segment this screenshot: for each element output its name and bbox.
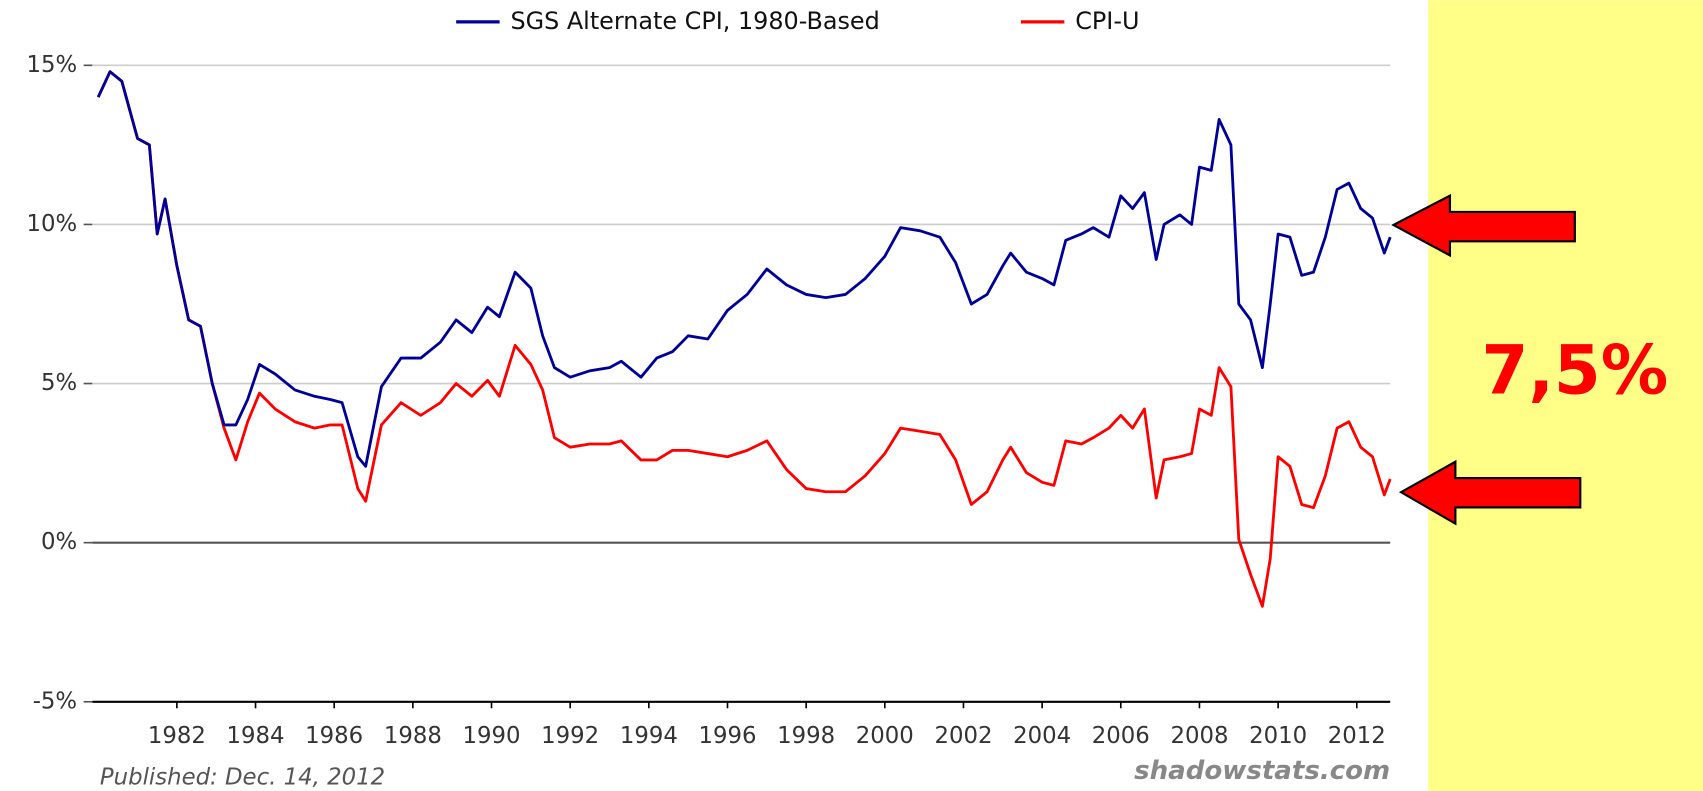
arrow	[1398, 459, 1582, 526]
highlight-panel	[1428, 0, 1703, 791]
x-tick-label: 1994	[620, 723, 678, 749]
y-tick-label: 0%	[41, 529, 77, 555]
y-tick-label: 5%	[41, 370, 77, 396]
legend-label: SGS Alternate CPI, 1980-Based	[510, 7, 879, 35]
x-tick-label: 2000	[856, 723, 914, 749]
series-line	[96, 70, 1392, 608]
grid: -5% 0% 5% 10% 15% 1982 1984 1986 1988 1990 1992 199…	[26, 52, 1391, 749]
published-note: Published: Dec. 14, 2012	[100, 764, 385, 790]
x-tick-label: 1990	[463, 723, 521, 749]
legend-label: CPI-U	[1075, 7, 1139, 35]
x-tick-label: 2008	[1170, 723, 1228, 749]
arrow	[1391, 193, 1576, 258]
lines	[96, 70, 1392, 608]
x-tick-label: 2006	[1092, 723, 1150, 749]
annotation: 7,5%	[1481, 331, 1668, 409]
y-tick-label: -5%	[33, 688, 77, 714]
x-tick-label: 1988	[384, 723, 442, 749]
x-tick-label: 2010	[1249, 723, 1307, 749]
x-tick-label: 1982	[148, 723, 206, 749]
x-tick-label: 2004	[1013, 723, 1071, 749]
y-tick-label: 15%	[26, 52, 77, 78]
series-line	[96, 70, 1392, 468]
x-tick-label: 1984	[227, 723, 285, 749]
x-tick-label: 1992	[541, 723, 599, 749]
y-tick-label: 10%	[26, 211, 77, 237]
x-tick-label: 1986	[305, 723, 363, 749]
legend: SGS Alternate CPI, 1980-Based CPI-U	[456, 7, 1139, 35]
x-tick-label: 1996	[698, 723, 756, 749]
x-tick-label: 1998	[777, 723, 835, 749]
x-tick-label: 2002	[934, 723, 992, 749]
x-tick-label: 2012	[1328, 723, 1386, 749]
source-note: shadowstats.com	[1134, 756, 1390, 786]
